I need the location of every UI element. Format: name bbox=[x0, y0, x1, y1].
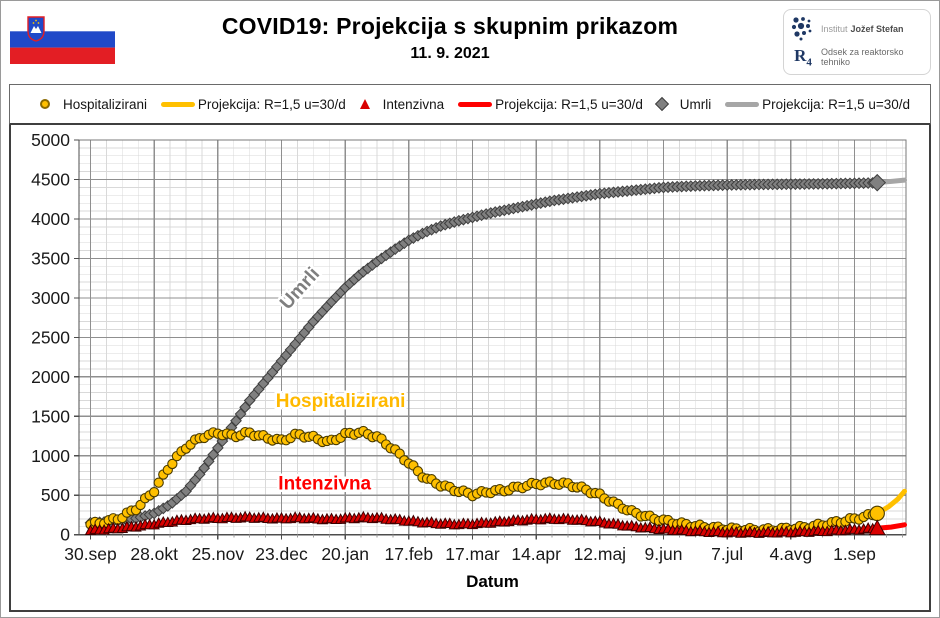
svg-text:23.dec: 23.dec bbox=[255, 544, 308, 564]
icu-marker-icon bbox=[359, 99, 370, 109]
legend-label: Projekcija: R=1,5 u=30/d bbox=[762, 96, 910, 112]
x-axis-title: Datum bbox=[466, 572, 519, 591]
chart-area: 0 500 1000 1500 2000 2500 3000 3500 4000 4500 5000… bbox=[9, 125, 931, 612]
svg-text:30.sep: 30.sep bbox=[64, 544, 116, 564]
axis-labels: 0 500 1000 1500 2000 2500 3000 3500 4000 4500 5000… bbox=[31, 130, 876, 591]
legend-label: Umrli bbox=[679, 96, 712, 112]
projection-line-red-icon bbox=[458, 101, 493, 107]
svg-text:20.jan: 20.jan bbox=[321, 544, 369, 564]
legend-item-projekcija-icu: Projekcija: R=1,5 u=30/d bbox=[458, 97, 643, 112]
legend-item-projekcija-umrli: Projekcija: R=1,5 u=30/d bbox=[725, 97, 910, 112]
svg-text:500: 500 bbox=[41, 485, 70, 505]
legend-label: Projekcija: R=1,5 u=30/d bbox=[197, 96, 346, 112]
svg-text:25.nov: 25.nov bbox=[192, 544, 245, 564]
projection-line-yellow-icon bbox=[160, 101, 195, 107]
title-block: COVID19: Projekcija s skupnim prikazom 1… bbox=[121, 13, 779, 63]
svg-text:1000: 1000 bbox=[31, 446, 70, 466]
annotation-umrli: Umrli bbox=[276, 264, 324, 314]
institute-name-bold: Jožef Stefan bbox=[850, 24, 904, 34]
svg-text:4500: 4500 bbox=[31, 170, 70, 190]
series-umrli bbox=[84, 173, 908, 529]
series-intenzivna bbox=[84, 510, 908, 538]
svg-text:14.apr: 14.apr bbox=[511, 544, 561, 564]
svg-text:17.mar: 17.mar bbox=[445, 544, 500, 564]
coat-of-arms bbox=[27, 16, 45, 42]
svg-text:1500: 1500 bbox=[31, 406, 70, 426]
svg-text:0: 0 bbox=[60, 525, 70, 545]
svg-text:4000: 4000 bbox=[31, 209, 70, 229]
svg-text:9.jun: 9.jun bbox=[645, 544, 683, 564]
hospitalized-marker-icon bbox=[40, 99, 50, 109]
header: COVID19: Projekcija s skupnim prikazom 1… bbox=[1, 1, 939, 84]
legend-label: Intenzivna bbox=[382, 96, 445, 112]
legend-item-intenzivna: Intenzivna bbox=[359, 96, 445, 112]
legend-label: Projekcija: R=1,5 u=30/d bbox=[495, 96, 643, 112]
institute-name-light: Institut bbox=[821, 24, 848, 34]
projection-line-gray-icon bbox=[725, 101, 760, 107]
svg-text:2500: 2500 bbox=[31, 327, 70, 347]
svg-text:3000: 3000 bbox=[31, 288, 70, 308]
svg-text:12.maj: 12.maj bbox=[574, 544, 626, 564]
svg-text:3500: 3500 bbox=[31, 248, 70, 268]
projection-intenzivna bbox=[874, 522, 908, 531]
page-title: COVID19: Projekcija s skupnim prikazom bbox=[221, 13, 679, 39]
r4-mark: R4 bbox=[794, 45, 812, 69]
deaths-marker-icon bbox=[654, 96, 669, 112]
svg-text:7.jul: 7.jul bbox=[711, 544, 743, 564]
svg-text:2000: 2000 bbox=[31, 367, 70, 387]
legend-item-umrli: Umrli bbox=[654, 96, 712, 112]
annotation-intenzivna: Intenzivna bbox=[278, 473, 371, 494]
ijs-logo: Institut Jožef Stefan R4 Odsek za reakto… bbox=[783, 9, 931, 75]
department-name: Odsek za reaktorsko tehniko bbox=[821, 47, 904, 67]
chart-svg: 0 500 1000 1500 2000 2500 3000 3500 4000 4500 5000… bbox=[31, 130, 908, 591]
annotation-hospitalizirani: Hospitalizirani bbox=[276, 391, 406, 412]
ijs-dots-icon bbox=[791, 17, 812, 41]
chart-legend: Hospitalizirani Projekcija: R=1,5 u=30/d… bbox=[9, 84, 931, 125]
slovenia-flag-icon bbox=[10, 15, 115, 64]
svg-text:17.feb: 17.feb bbox=[385, 544, 434, 564]
legend-item-hospitalizirani: Hospitalizirani bbox=[40, 97, 147, 112]
report-date: 11. 9. 2021 bbox=[410, 45, 490, 62]
svg-text:4.avg: 4.avg bbox=[769, 544, 812, 564]
legend-item-projekcija-hosp: Projekcija: R=1,5 u=30/d bbox=[160, 96, 346, 112]
svg-text:28.okt: 28.okt bbox=[130, 544, 178, 564]
svg-text:1.sep: 1.sep bbox=[833, 544, 876, 564]
svg-text:5000: 5000 bbox=[31, 130, 70, 150]
legend-label: Hospitalizirani bbox=[63, 96, 148, 112]
